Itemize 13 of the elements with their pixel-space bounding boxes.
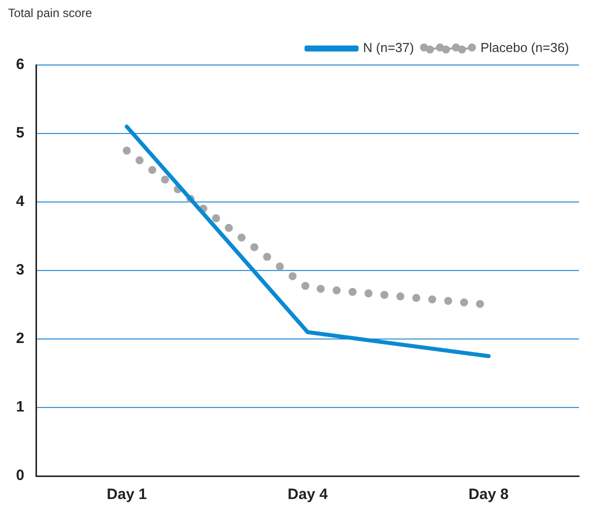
y-tick-label: 0 — [16, 467, 24, 484]
y-tick-label: 6 — [16, 56, 24, 74]
x-tick-label: Day 8 — [468, 486, 509, 504]
legend-label: Placebo (n=36) — [480, 40, 569, 56]
y-tick-label: 2 — [16, 330, 24, 348]
y-tick-label: 4 — [16, 193, 25, 210]
y-tick-label: 5 — [16, 124, 24, 142]
y-tick-label: 3 — [16, 262, 24, 279]
x-tick-label: Day 4 — [288, 486, 328, 504]
y-axis-title: Total pain score — [8, 6, 92, 20]
y-tick-label: 1 — [16, 398, 24, 416]
legend-label: N (n=37) — [363, 40, 414, 56]
x-tick-label: Day 1 — [106, 486, 147, 504]
